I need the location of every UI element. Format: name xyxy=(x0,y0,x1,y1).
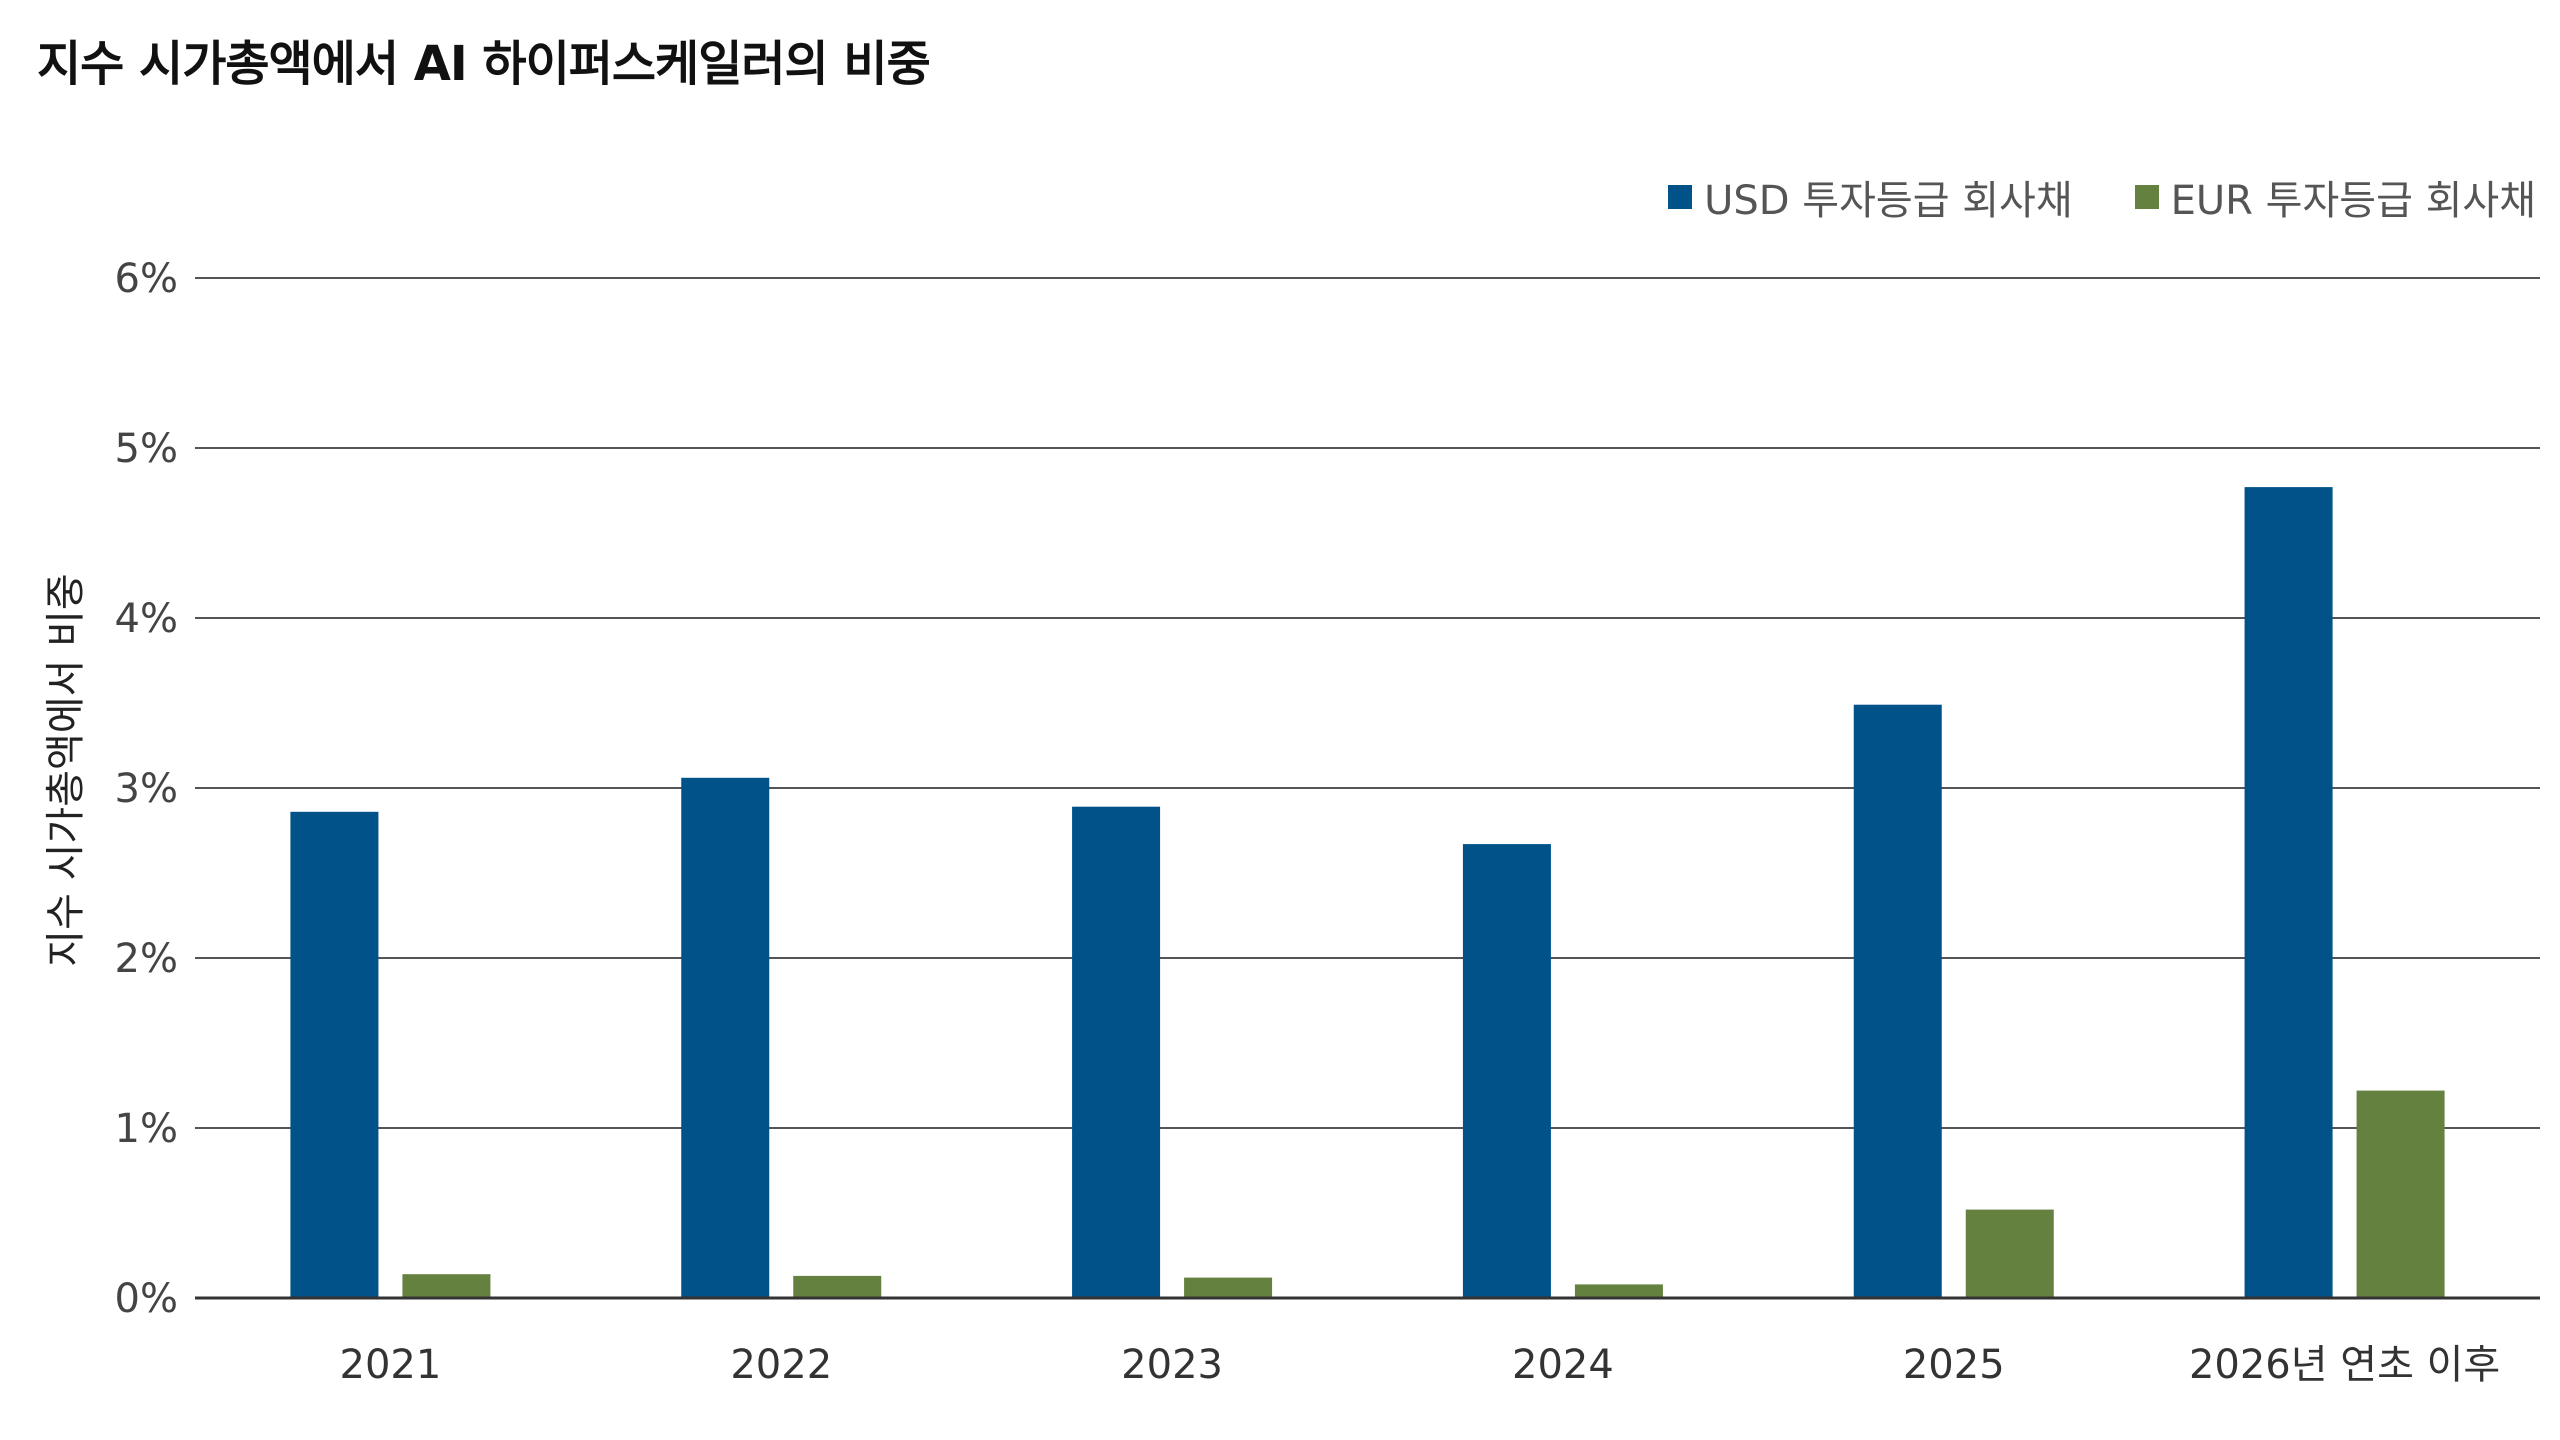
bar-usd-5 xyxy=(2244,487,2333,1299)
bar-eur-4 xyxy=(1965,1209,2054,1298)
legend-swatch-usd xyxy=(1668,185,1693,209)
bar-usd-0 xyxy=(290,811,379,1298)
bar-eur-5 xyxy=(2356,1090,2445,1298)
legend: USD 투자등급 회사채 EUR 투자등급 회사채 xyxy=(1606,168,2536,226)
bar-usd-2 xyxy=(1072,806,1161,1298)
y-tick-label: 1% xyxy=(115,1106,178,1152)
bar-eur-3 xyxy=(1574,1284,1663,1298)
bar-usd-3 xyxy=(1462,844,1551,1298)
bar-eur-2 xyxy=(1184,1277,1273,1298)
y-tick-label: 2% xyxy=(115,936,178,982)
bar-eur-1 xyxy=(793,1275,882,1298)
chart-title: 지수 시가총액에서 AI 하이퍼스케일러의 비중 xyxy=(37,36,931,92)
x-tick-label: 2026년 연초 이후 xyxy=(2189,1342,2500,1388)
bar-eur-0 xyxy=(402,1274,491,1298)
y-tick-label: 6% xyxy=(115,256,178,302)
bar-usd-4 xyxy=(1853,704,1942,1298)
x-tick-label: 2025 xyxy=(1903,1342,2005,1388)
y-tick-label: 3% xyxy=(115,766,178,812)
legend-item-eur: EUR 투자등급 회사채 xyxy=(2134,168,2536,226)
x-tick-label: 2023 xyxy=(1121,1342,1223,1388)
legend-label-eur: EUR 투자등급 회사채 xyxy=(2170,178,2536,224)
legend-label-usd: USD 투자등급 회사채 xyxy=(1704,178,2073,224)
legend-swatch-eur xyxy=(2134,185,2159,209)
bar-usd-1 xyxy=(681,777,770,1298)
x-tick-label: 2021 xyxy=(340,1342,442,1388)
y-tick-label: 5% xyxy=(115,426,178,472)
y-tick-label: 0% xyxy=(115,1276,178,1322)
legend-item-usd: USD 투자등급 회사채 xyxy=(1668,168,2073,226)
x-tick-label: 2022 xyxy=(730,1342,832,1388)
x-tick-label: 2024 xyxy=(1512,1342,1614,1388)
y-tick-label: 4% xyxy=(115,596,178,642)
